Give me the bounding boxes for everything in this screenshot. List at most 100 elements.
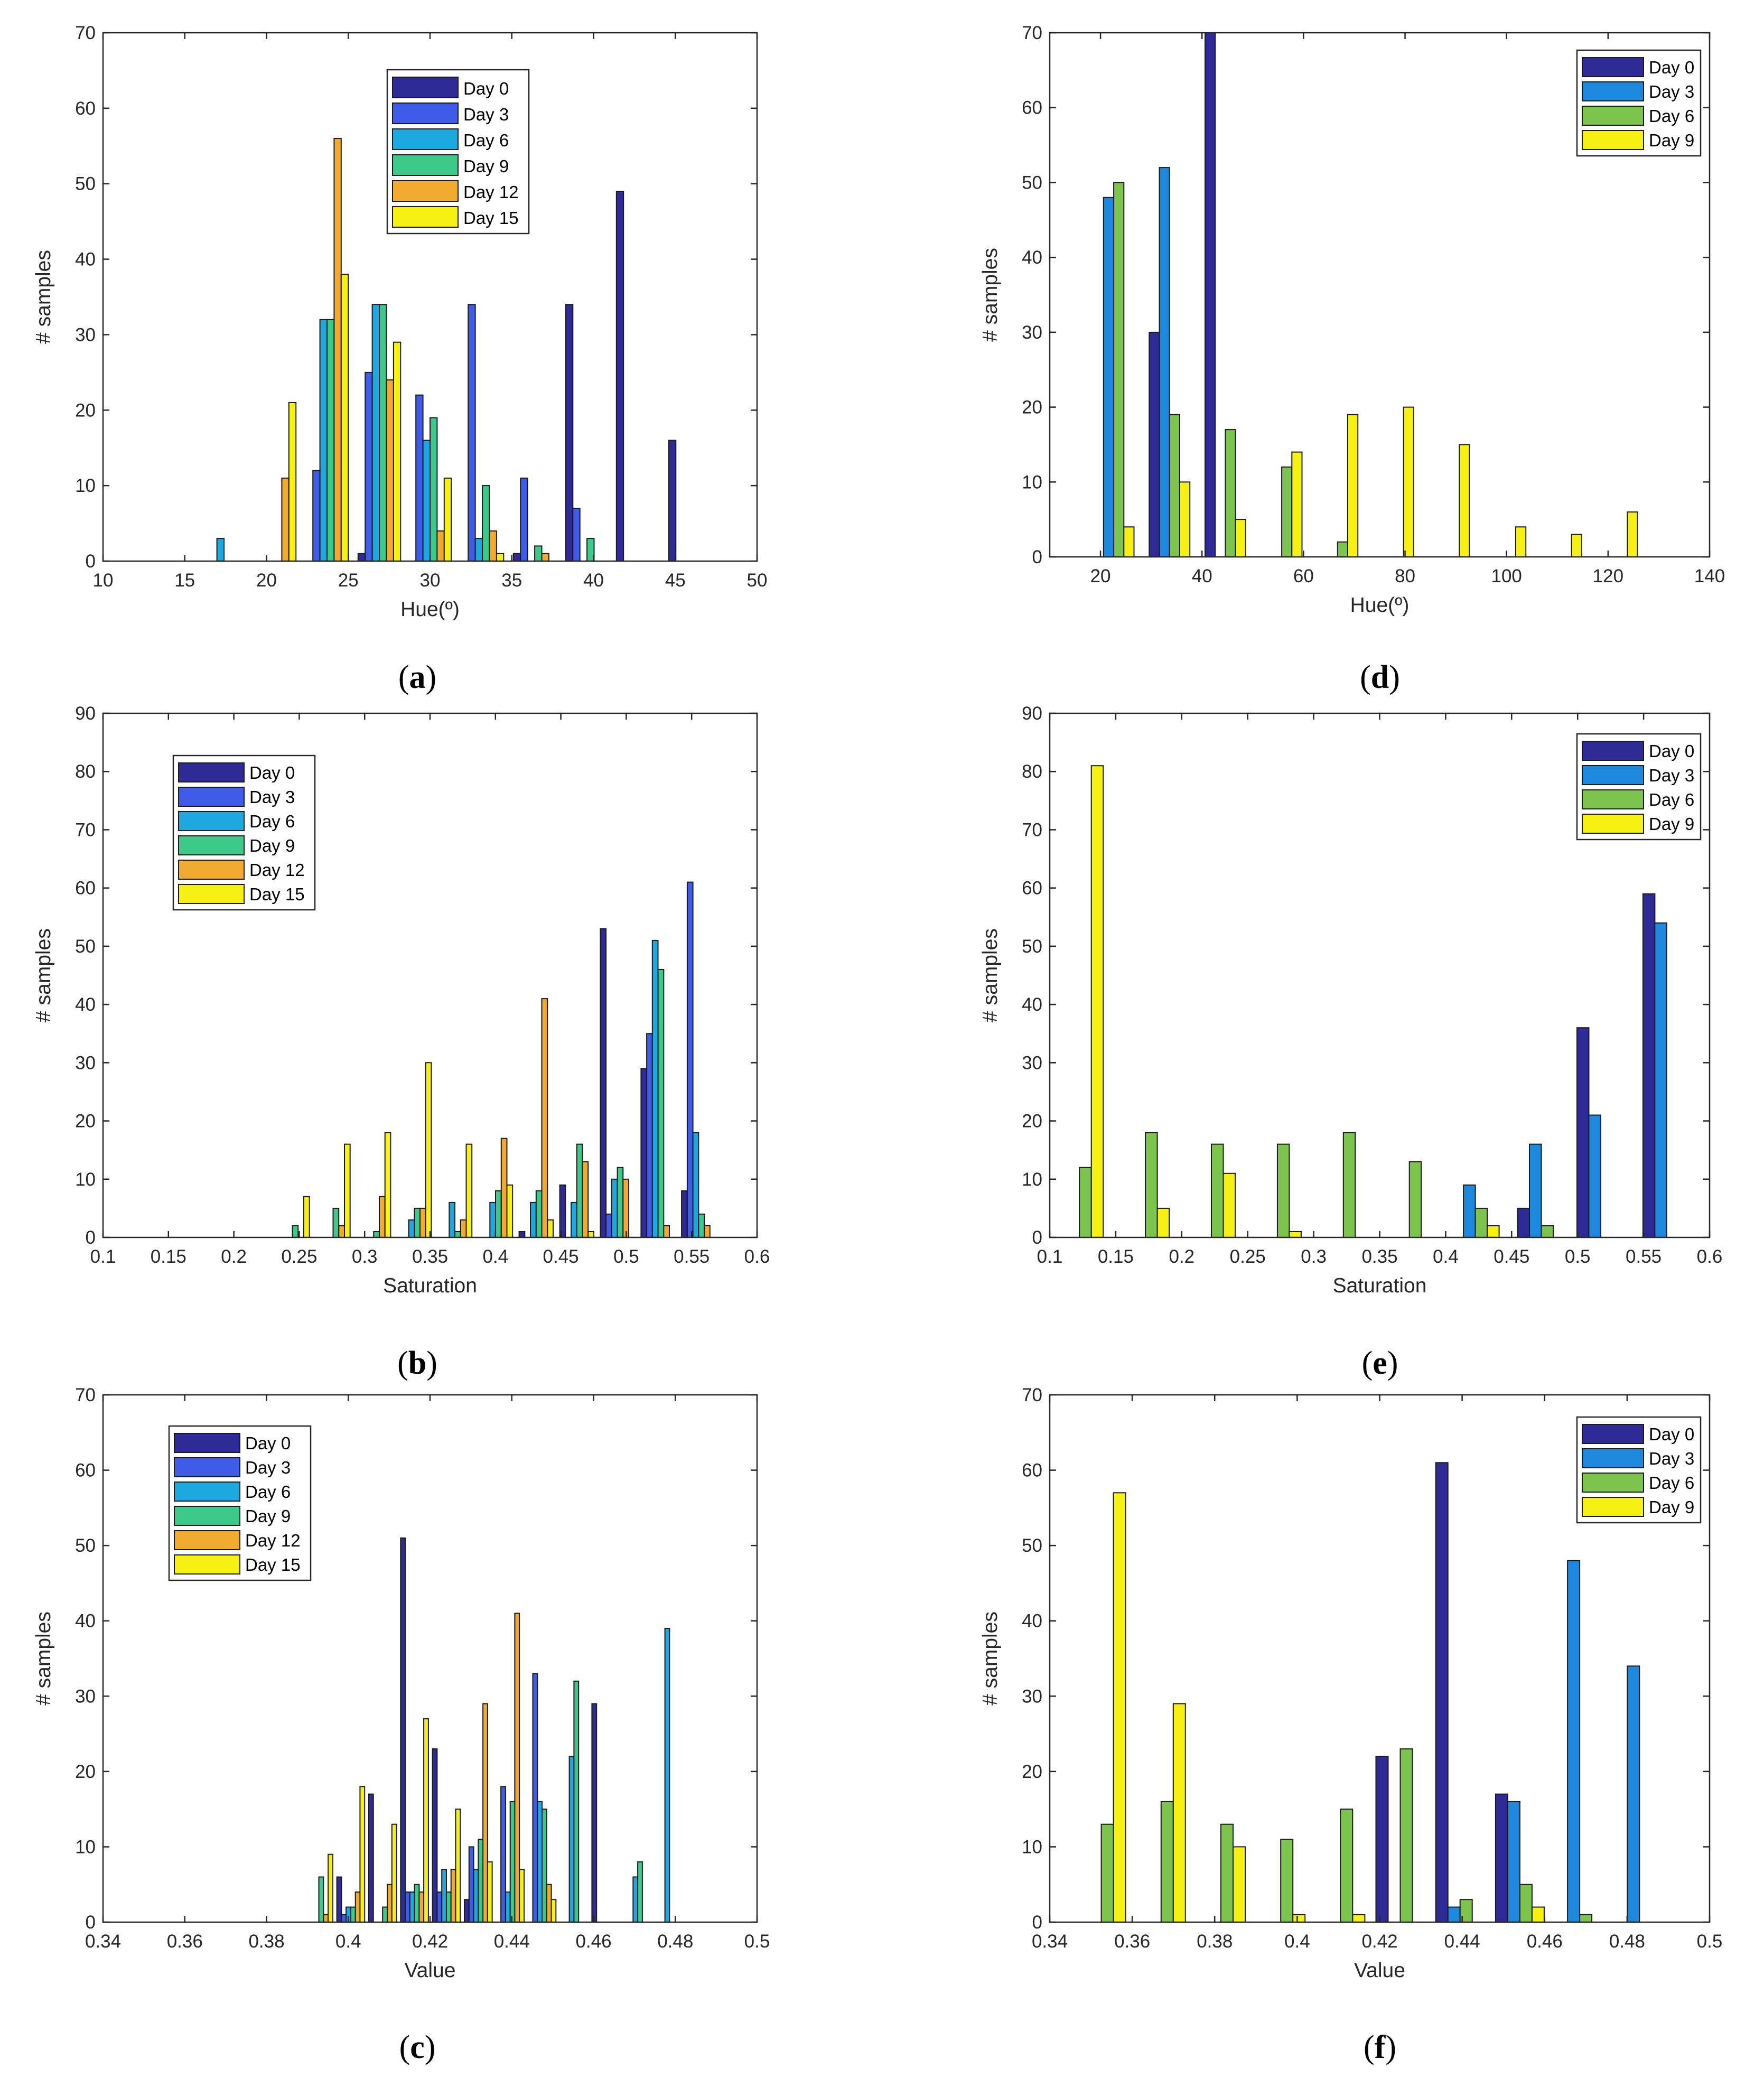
bar-b-day6-12: [611, 1178, 618, 1238]
y-tick-label: 20: [1022, 397, 1042, 418]
legend-label: Day 0: [249, 763, 295, 782]
bar-a-day9-3: [326, 319, 335, 562]
x-axis-label: Value: [1354, 1959, 1405, 1982]
bars-group: [292, 881, 711, 1238]
bar-a-day9-4: [379, 304, 387, 562]
legend-label: Day 9: [249, 836, 295, 855]
x-tick-label: 0.15: [151, 1246, 186, 1267]
x-tick-label: 0.55: [674, 1246, 710, 1267]
legend-label: Day 12: [463, 182, 519, 202]
bar-c-day12-7: [354, 1892, 361, 1923]
legend-swatch-day-3: [392, 103, 459, 124]
bar-b-day15-8: [465, 1143, 473, 1238]
bar-b-day3-13: [646, 1033, 653, 1238]
bar-d-day9-1: [1179, 481, 1191, 557]
bar-b-day0-14: [681, 1190, 688, 1238]
bar-c-day12-6: [323, 1914, 329, 1923]
bar-c-day0-10: [432, 1748, 438, 1923]
x-axis-label: Hue(º): [1350, 594, 1410, 617]
bar-e-day6-2: [1211, 1143, 1224, 1238]
bar-e-day3-6: [1463, 1184, 1476, 1238]
bar-c-day0-11: [464, 1899, 470, 1923]
legend-label: Day 12: [245, 1531, 301, 1550]
x-tick-label: 0.55: [1626, 1246, 1662, 1267]
y-tick-label: 20: [75, 400, 96, 421]
legend-swatch-day-0: [1582, 57, 1644, 77]
legend-label: Day 3: [1649, 766, 1694, 785]
y-tick-label: 40: [75, 994, 96, 1015]
bar-b-day9-5: [332, 1207, 340, 1238]
bar-f-day0-5: [1375, 1756, 1389, 1923]
y-tick-label: 90: [75, 703, 96, 724]
x-tick-label: 0.34: [1032, 1931, 1068, 1952]
bar-b-day9-11: [576, 1143, 583, 1238]
bar-b-day9-14: [698, 1213, 705, 1238]
bar-b-day0-13: [640, 1068, 648, 1238]
y-tick-label: 40: [1022, 1611, 1042, 1632]
y-tick-label: 60: [75, 1460, 96, 1481]
bar-c-day3-12: [500, 1786, 506, 1923]
y-tick-label: 50: [75, 174, 96, 194]
bar-b-day0-10: [518, 1231, 526, 1238]
panel-letter: b: [408, 1345, 426, 1381]
bar-b-day15-7: [425, 1062, 432, 1238]
y-axis-label: # samples: [979, 928, 1002, 1022]
x-tick-label: 0.42: [1361, 1931, 1397, 1952]
bar-f-day6-0: [1100, 1823, 1114, 1923]
panel-caption: (b): [397, 1345, 437, 1381]
y-tick-label: 30: [1022, 322, 1042, 343]
y-tick-label: 30: [75, 1686, 96, 1707]
y-axis-label: # samples: [32, 1611, 55, 1706]
panel-letter: e: [1373, 1345, 1387, 1381]
legend-label: Day 6: [1649, 1473, 1694, 1493]
x-tick-label: 0.48: [1609, 1931, 1645, 1952]
legend-label: Day 6: [245, 1482, 291, 1502]
x-tick-label: 0.34: [85, 1931, 121, 1952]
legend-label: Day 0: [1649, 58, 1694, 77]
bar-f-day3-8: [1567, 1560, 1581, 1923]
y-tick-label: 20: [75, 1111, 96, 1132]
bar-d-day6-2: [1225, 429, 1236, 557]
panel-caption-close: ): [425, 2029, 436, 2065]
legend: Day 0 Day 3 Day 6 Day 9: [1576, 49, 1702, 157]
bar-f-day3-6: [1447, 1906, 1461, 1923]
bar-d-day0-2: [1205, 32, 1216, 557]
bar-a-day0-8: [565, 304, 574, 562]
y-tick-label: 70: [1022, 819, 1042, 840]
panel-letter: a: [409, 659, 426, 695]
x-tick-label: 0.3: [1301, 1246, 1327, 1267]
y-tick-label: 0: [1032, 547, 1042, 567]
legend-swatch-day-3: [174, 1457, 240, 1477]
legend-label: Day 15: [463, 208, 519, 228]
bar-a-day9-5: [430, 417, 438, 562]
x-tick-label: 0.5: [744, 1931, 770, 1952]
bar-b-day12-7: [419, 1207, 426, 1238]
bar-b-day12-6: [379, 1196, 386, 1238]
y-tick-label: 50: [1022, 1535, 1042, 1556]
bar-b-day15-9: [506, 1184, 514, 1238]
legend-swatch-day-0: [1582, 741, 1644, 761]
bar-a-day3-8: [572, 508, 581, 562]
x-tick-label: 0.46: [1527, 1931, 1563, 1952]
x-tick-label: 0.2: [221, 1246, 247, 1267]
bar-f-day0-7: [1495, 1793, 1508, 1923]
x-tick-label: 30: [420, 570, 441, 591]
bar-b-day9-6: [373, 1231, 380, 1238]
bar-a-day12-6: [489, 530, 497, 562]
legend-swatch-day-6: [1582, 1473, 1644, 1493]
legend-swatch-day-15: [174, 1554, 240, 1574]
bar-c-day9-8: [382, 1906, 388, 1923]
bar-b-day12-13: [663, 1225, 670, 1238]
bar-f-day0-6: [1435, 1462, 1449, 1923]
legend-label: Day 15: [249, 884, 305, 904]
legend: Day 0 Day 3 Day 6 Day 9 Day 12 Day 15: [172, 754, 316, 911]
bar-e-day6-6: [1474, 1207, 1488, 1238]
bar-c-day15-8: [391, 1823, 397, 1923]
x-tick-label: 0.48: [657, 1931, 693, 1952]
bar-a-day3-3: [312, 470, 321, 562]
legend-swatch-day-3: [1582, 1448, 1644, 1468]
y-tick-label: 70: [1022, 1385, 1042, 1405]
bar-f-day6-7: [1519, 1884, 1533, 1923]
bar-c-day3-9: [405, 1892, 410, 1923]
bar-c-day12-8: [387, 1884, 393, 1923]
